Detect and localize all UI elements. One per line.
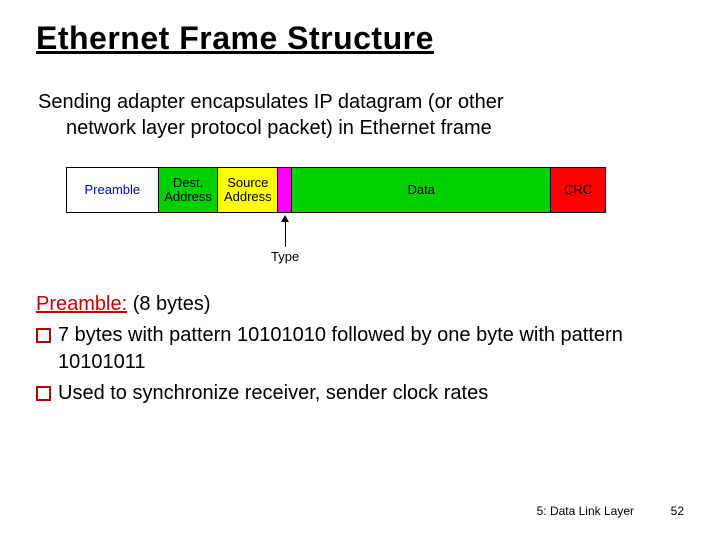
footer-page: 52	[671, 504, 684, 518]
type-pointer: Type	[66, 215, 684, 263]
type-label: Type	[271, 249, 299, 264]
preamble-label: Preamble: (8 bytes)	[36, 293, 684, 316]
intro-text: Sending adapter encapsulates IP datagram…	[36, 89, 684, 141]
preamble-label-rest: (8 bytes)	[127, 293, 210, 315]
frame-field: CRC	[551, 168, 605, 212]
page-title: Ethernet Frame Structure	[36, 20, 684, 57]
frame-field	[278, 168, 292, 212]
list-item: 7 bytes with pattern 10101010 followed b…	[36, 322, 684, 376]
intro-line1: Sending adapter encapsulates IP datagram…	[38, 91, 504, 113]
intro-line2: network layer protocol packet) in Ethern…	[38, 115, 684, 141]
frame-diagram: PreambleDest.AddressSourceAddress DataCRC…	[36, 167, 684, 263]
bullet-list: 7 bytes with pattern 10101010 followed b…	[36, 322, 684, 407]
frame-field: Preamble	[67, 168, 159, 212]
frame-field: SourceAddress	[218, 168, 278, 212]
type-line	[285, 221, 286, 247]
frame-fields-row: PreambleDest.AddressSourceAddress DataCRC	[66, 167, 606, 213]
frame-field: Data	[292, 168, 551, 212]
list-item: Used to synchronize receiver, sender clo…	[36, 380, 684, 407]
preamble-label-highlight: Preamble:	[36, 293, 127, 315]
frame-field: Dest.Address	[159, 168, 219, 212]
footer-chapter: 5: Data Link Layer	[537, 504, 634, 518]
